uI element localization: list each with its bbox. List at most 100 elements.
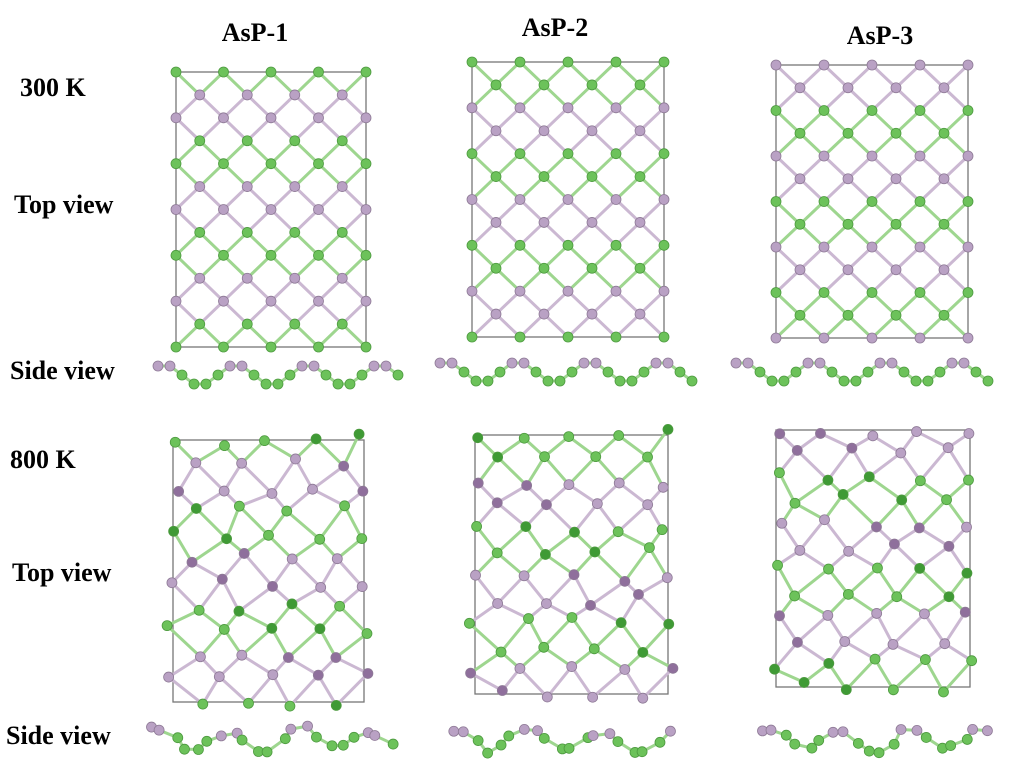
atom bbox=[843, 265, 853, 275]
atom bbox=[659, 286, 669, 296]
atom bbox=[542, 692, 552, 702]
atom bbox=[297, 361, 307, 371]
atom bbox=[589, 644, 599, 654]
atom bbox=[665, 726, 675, 736]
atom bbox=[664, 619, 674, 629]
bond bbox=[795, 596, 828, 615]
bond bbox=[498, 576, 525, 604]
atom bbox=[291, 454, 301, 464]
atom bbox=[164, 672, 174, 682]
atom bbox=[311, 434, 321, 444]
atom bbox=[643, 452, 653, 462]
atom bbox=[539, 172, 549, 182]
atom bbox=[637, 747, 647, 757]
atom bbox=[195, 273, 205, 283]
bond bbox=[313, 489, 345, 506]
atom bbox=[687, 376, 697, 386]
atom bbox=[839, 376, 849, 386]
atom bbox=[189, 379, 199, 389]
bond bbox=[196, 508, 226, 538]
atom bbox=[541, 500, 551, 510]
atom bbox=[644, 543, 654, 553]
atom bbox=[611, 286, 621, 296]
atom bbox=[838, 727, 848, 737]
atom bbox=[767, 376, 777, 386]
atom bbox=[867, 106, 877, 116]
atom bbox=[286, 724, 296, 734]
bond bbox=[920, 568, 949, 596]
atom bbox=[564, 743, 574, 753]
atom bbox=[273, 379, 283, 389]
atom bbox=[586, 600, 596, 610]
atom bbox=[919, 609, 929, 619]
atom bbox=[220, 441, 230, 451]
atom bbox=[891, 83, 901, 93]
atom bbox=[491, 80, 501, 90]
atom bbox=[771, 333, 781, 343]
atom bbox=[171, 296, 181, 306]
atom bbox=[266, 159, 276, 169]
atom bbox=[939, 128, 949, 138]
atom bbox=[983, 376, 993, 386]
atom bbox=[567, 367, 577, 377]
atom bbox=[963, 242, 973, 252]
bond bbox=[545, 457, 569, 485]
atom bbox=[563, 332, 573, 342]
atom bbox=[219, 205, 229, 215]
bond bbox=[800, 520, 825, 551]
atom bbox=[266, 67, 276, 77]
atom bbox=[495, 367, 505, 377]
atom bbox=[843, 174, 853, 184]
atom bbox=[515, 103, 525, 113]
atom bbox=[167, 578, 177, 588]
atom bbox=[819, 288, 829, 298]
atom bbox=[539, 642, 549, 652]
atom bbox=[795, 265, 805, 275]
atom bbox=[755, 367, 765, 377]
atom bbox=[340, 501, 350, 511]
bond bbox=[497, 527, 526, 553]
row-label: Side view bbox=[10, 356, 115, 385]
atom bbox=[177, 370, 187, 380]
atom bbox=[555, 376, 565, 386]
atom bbox=[939, 310, 949, 320]
atom bbox=[171, 342, 181, 352]
atom bbox=[282, 506, 292, 516]
atom bbox=[915, 333, 925, 343]
atom bbox=[871, 522, 881, 532]
atom bbox=[867, 197, 877, 207]
bond bbox=[174, 531, 192, 562]
atom bbox=[774, 468, 784, 478]
atom bbox=[449, 726, 459, 736]
atom bbox=[496, 647, 506, 657]
atom bbox=[611, 240, 621, 250]
atom bbox=[290, 182, 300, 192]
atom bbox=[471, 376, 481, 386]
atom bbox=[613, 737, 623, 747]
atom bbox=[659, 195, 669, 205]
atom bbox=[467, 149, 477, 159]
atom bbox=[314, 296, 324, 306]
atom bbox=[912, 725, 922, 735]
atom bbox=[790, 739, 800, 749]
atom bbox=[971, 367, 981, 377]
atom bbox=[472, 521, 482, 531]
bond bbox=[569, 457, 596, 485]
atom bbox=[792, 637, 802, 647]
atom bbox=[491, 217, 501, 227]
atom bbox=[519, 358, 529, 368]
atom bbox=[963, 151, 973, 161]
bond bbox=[876, 500, 901, 527]
atom bbox=[515, 195, 525, 205]
atom bbox=[337, 90, 347, 100]
atom bbox=[766, 725, 776, 735]
bond bbox=[501, 619, 528, 652]
atom bbox=[519, 433, 529, 443]
atom bbox=[588, 692, 598, 702]
bond bbox=[625, 548, 650, 582]
atom bbox=[563, 103, 573, 113]
atom bbox=[358, 486, 368, 496]
atom bbox=[938, 687, 948, 697]
atom bbox=[635, 217, 645, 227]
atom bbox=[940, 639, 950, 649]
